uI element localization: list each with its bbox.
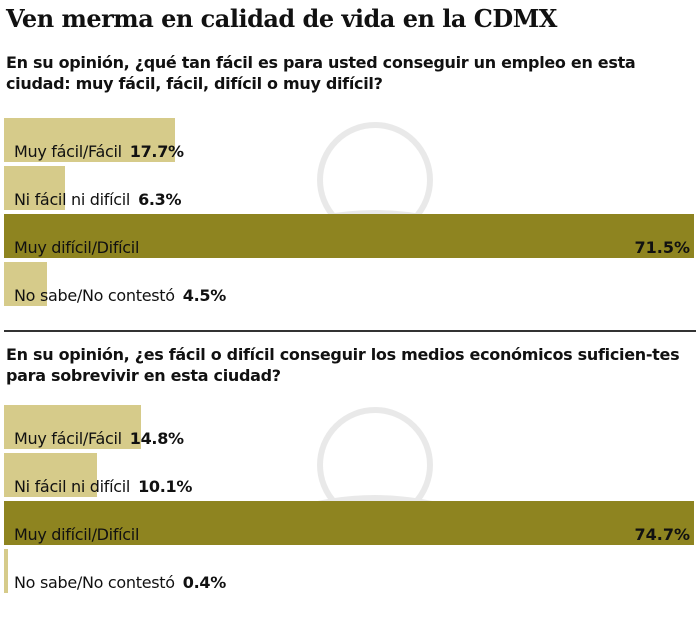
question-1: En su opinión, ¿qué tan fácil es para us… bbox=[6, 53, 636, 93]
bar-label: Muy difícil/Difícil bbox=[14, 525, 139, 544]
value-label: 17.7% bbox=[129, 142, 184, 161]
bar-label: Muy difícil/Difícil bbox=[14, 238, 139, 257]
category-label: Ni fácil ni difícil bbox=[14, 477, 131, 496]
bar bbox=[4, 262, 48, 306]
category-label: Ni fácil ni difícil bbox=[14, 190, 131, 209]
value-label: 0.4% bbox=[182, 573, 226, 592]
category-label: Muy fácil/Fácil bbox=[14, 142, 122, 161]
bar bbox=[4, 549, 8, 593]
bar bbox=[4, 118, 175, 162]
value-label: 71.5% bbox=[634, 238, 690, 257]
bar bbox=[4, 166, 65, 210]
bar-label: Ni fácil ni difícil 10.1% bbox=[14, 477, 192, 496]
bar bbox=[4, 214, 694, 258]
bar-label: Muy fácil/Fácil 14.8% bbox=[14, 429, 184, 448]
category-label: No sabe/No contestó bbox=[14, 573, 175, 592]
bar bbox=[4, 453, 98, 497]
category-label: Muy difícil/Difícil bbox=[14, 525, 140, 544]
bar-label: Ni fácil ni difícil 6.3% bbox=[14, 190, 182, 209]
chart-title: Ven merma en calidad de vida en la CDMX bbox=[6, 4, 557, 33]
value-label: 10.1% bbox=[138, 477, 193, 496]
question-2: En su opinión, ¿es fácil o difícil conse… bbox=[6, 345, 680, 385]
bar-label: No sabe/No contestó 0.4% bbox=[14, 573, 226, 592]
value-label: 6.3% bbox=[138, 190, 182, 209]
category-label: No sabe/No contestó bbox=[14, 286, 175, 305]
value-label: 4.5% bbox=[182, 286, 226, 305]
category-label: Muy difícil/Difícil bbox=[14, 238, 140, 257]
divider bbox=[4, 330, 696, 332]
value-label: 14.8% bbox=[129, 429, 184, 448]
category-label: Muy fácil/Fácil bbox=[14, 429, 122, 448]
value-label: 74.7% bbox=[634, 525, 690, 544]
bar bbox=[4, 405, 141, 449]
eagle-watermark-icon bbox=[270, 407, 480, 523]
bar bbox=[4, 501, 694, 545]
bar-label: No sabe/No contestó 4.5% bbox=[14, 286, 226, 305]
eagle-watermark-icon bbox=[270, 122, 480, 238]
bar-label: Muy fácil/Fácil 17.7% bbox=[14, 142, 184, 161]
